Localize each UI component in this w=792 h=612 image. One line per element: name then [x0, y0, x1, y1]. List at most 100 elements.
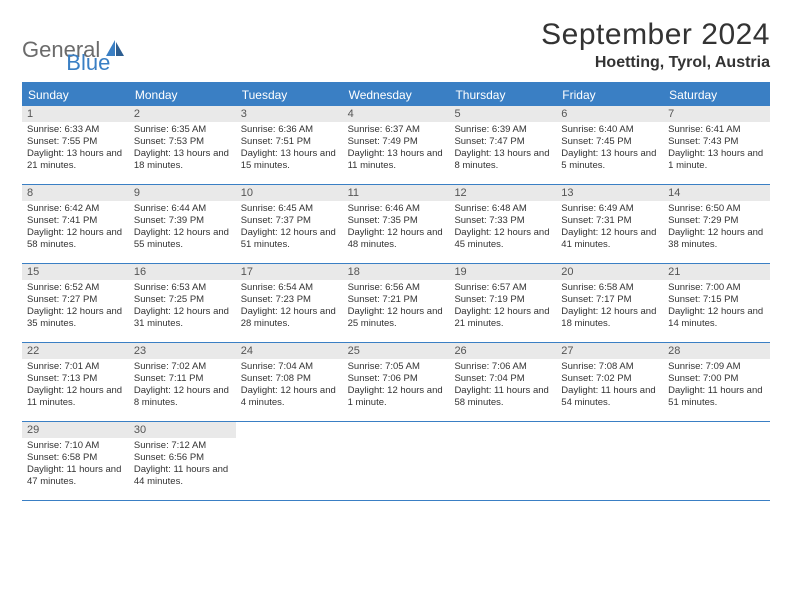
day-cell — [556, 422, 663, 500]
day-cell: 11Sunrise: 6:46 AMSunset: 7:35 PMDayligh… — [343, 185, 450, 263]
sunrise-text: Sunrise: 6:41 AM — [668, 124, 765, 136]
day-body: Sunrise: 6:50 AMSunset: 7:29 PMDaylight:… — [663, 201, 770, 256]
daylight-text: Daylight: 11 hours and 51 minutes. — [668, 385, 765, 409]
sunset-text: Sunset: 7:39 PM — [134, 215, 231, 227]
daylight-text: Daylight: 11 hours and 47 minutes. — [27, 464, 124, 488]
day-cell: 7Sunrise: 6:41 AMSunset: 7:43 PMDaylight… — [663, 106, 770, 184]
daylight-text: Daylight: 12 hours and 18 minutes. — [561, 306, 658, 330]
daylight-text: Daylight: 12 hours and 1 minute. — [348, 385, 445, 409]
day-number: 20 — [556, 264, 663, 280]
day-number: 2 — [129, 106, 236, 122]
day-number: 13 — [556, 185, 663, 201]
sunrise-text: Sunrise: 6:46 AM — [348, 203, 445, 215]
sunset-text: Sunset: 7:15 PM — [668, 294, 765, 306]
logo: General Blue — [22, 18, 110, 76]
sunrise-text: Sunrise: 7:00 AM — [668, 282, 765, 294]
day-cell: 24Sunrise: 7:04 AMSunset: 7:08 PMDayligh… — [236, 343, 343, 421]
sunrise-text: Sunrise: 6:50 AM — [668, 203, 765, 215]
sunrise-text: Sunrise: 7:06 AM — [454, 361, 551, 373]
sunset-text: Sunset: 7:04 PM — [454, 373, 551, 385]
day-body: Sunrise: 7:08 AMSunset: 7:02 PMDaylight:… — [556, 359, 663, 414]
sunrise-text: Sunrise: 7:12 AM — [134, 440, 231, 452]
day-body: Sunrise: 6:37 AMSunset: 7:49 PMDaylight:… — [343, 122, 450, 177]
day-cell: 19Sunrise: 6:57 AMSunset: 7:19 PMDayligh… — [449, 264, 556, 342]
daylight-text: Daylight: 11 hours and 44 minutes. — [134, 464, 231, 488]
month-title: September 2024 — [541, 18, 770, 52]
day-body: Sunrise: 6:57 AMSunset: 7:19 PMDaylight:… — [449, 280, 556, 335]
week-row: 15Sunrise: 6:52 AMSunset: 7:27 PMDayligh… — [22, 264, 770, 343]
daylight-text: Daylight: 12 hours and 55 minutes. — [134, 227, 231, 251]
weekday-label: Friday — [556, 84, 663, 106]
day-body: Sunrise: 7:10 AMSunset: 6:58 PMDaylight:… — [22, 438, 129, 493]
day-cell — [449, 422, 556, 500]
sunrise-text: Sunrise: 6:53 AM — [134, 282, 231, 294]
day-body: Sunrise: 7:09 AMSunset: 7:00 PMDaylight:… — [663, 359, 770, 414]
day-body: Sunrise: 6:40 AMSunset: 7:45 PMDaylight:… — [556, 122, 663, 177]
daylight-text: Daylight: 12 hours and 31 minutes. — [134, 306, 231, 330]
week-row: 22Sunrise: 7:01 AMSunset: 7:13 PMDayligh… — [22, 343, 770, 422]
daylight-text: Daylight: 13 hours and 8 minutes. — [454, 148, 551, 172]
daylight-text: Daylight: 12 hours and 45 minutes. — [454, 227, 551, 251]
day-number: 30 — [129, 422, 236, 438]
day-body: Sunrise: 6:56 AMSunset: 7:21 PMDaylight:… — [343, 280, 450, 335]
day-cell — [343, 422, 450, 500]
sunset-text: Sunset: 6:56 PM — [134, 452, 231, 464]
day-number: 29 — [22, 422, 129, 438]
daylight-text: Daylight: 13 hours and 15 minutes. — [241, 148, 338, 172]
day-number: 17 — [236, 264, 343, 280]
day-body: Sunrise: 6:35 AMSunset: 7:53 PMDaylight:… — [129, 122, 236, 177]
day-number: 21 — [663, 264, 770, 280]
daylight-text: Daylight: 12 hours and 35 minutes. — [27, 306, 124, 330]
day-body: Sunrise: 6:46 AMSunset: 7:35 PMDaylight:… — [343, 201, 450, 256]
day-cell: 5Sunrise: 6:39 AMSunset: 7:47 PMDaylight… — [449, 106, 556, 184]
day-body: Sunrise: 7:01 AMSunset: 7:13 PMDaylight:… — [22, 359, 129, 414]
day-number: 6 — [556, 106, 663, 122]
day-body: Sunrise: 6:53 AMSunset: 7:25 PMDaylight:… — [129, 280, 236, 335]
day-body: Sunrise: 6:58 AMSunset: 7:17 PMDaylight:… — [556, 280, 663, 335]
day-number: 16 — [129, 264, 236, 280]
day-body: Sunrise: 7:12 AMSunset: 6:56 PMDaylight:… — [129, 438, 236, 493]
day-body: Sunrise: 7:02 AMSunset: 7:11 PMDaylight:… — [129, 359, 236, 414]
sunset-text: Sunset: 7:17 PM — [561, 294, 658, 306]
day-number: 7 — [663, 106, 770, 122]
day-number: 1 — [22, 106, 129, 122]
day-number: 28 — [663, 343, 770, 359]
day-cell: 26Sunrise: 7:06 AMSunset: 7:04 PMDayligh… — [449, 343, 556, 421]
sunset-text: Sunset: 7:29 PM — [668, 215, 765, 227]
daylight-text: Daylight: 12 hours and 48 minutes. — [348, 227, 445, 251]
sunrise-text: Sunrise: 6:40 AM — [561, 124, 658, 136]
weekday-label: Thursday — [449, 84, 556, 106]
week-row: 29Sunrise: 7:10 AMSunset: 6:58 PMDayligh… — [22, 422, 770, 501]
day-number: 4 — [343, 106, 450, 122]
daylight-text: Daylight: 12 hours and 11 minutes. — [27, 385, 124, 409]
sunrise-text: Sunrise: 6:44 AM — [134, 203, 231, 215]
calendar: SundayMondayTuesdayWednesdayThursdayFrid… — [22, 82, 770, 501]
sunset-text: Sunset: 7:11 PM — [134, 373, 231, 385]
day-cell — [663, 422, 770, 500]
sunrise-text: Sunrise: 6:58 AM — [561, 282, 658, 294]
day-body: Sunrise: 6:41 AMSunset: 7:43 PMDaylight:… — [663, 122, 770, 177]
location: Hoetting, Tyrol, Austria — [541, 54, 770, 72]
sunset-text: Sunset: 7:33 PM — [454, 215, 551, 227]
sunrise-text: Sunrise: 6:45 AM — [241, 203, 338, 215]
day-body: Sunrise: 6:39 AMSunset: 7:47 PMDaylight:… — [449, 122, 556, 177]
day-body: Sunrise: 6:42 AMSunset: 7:41 PMDaylight:… — [22, 201, 129, 256]
logo-text-blue: Blue — [66, 50, 110, 76]
daylight-text: Daylight: 11 hours and 58 minutes. — [454, 385, 551, 409]
day-cell: 12Sunrise: 6:48 AMSunset: 7:33 PMDayligh… — [449, 185, 556, 263]
day-cell: 14Sunrise: 6:50 AMSunset: 7:29 PMDayligh… — [663, 185, 770, 263]
weekday-label: Wednesday — [343, 84, 450, 106]
sunset-text: Sunset: 7:06 PM — [348, 373, 445, 385]
day-number: 10 — [236, 185, 343, 201]
title-block: September 2024 Hoetting, Tyrol, Austria — [541, 18, 770, 72]
day-number: 22 — [22, 343, 129, 359]
weekday-label: Sunday — [22, 84, 129, 106]
header: General Blue September 2024 Hoetting, Ty… — [22, 18, 770, 76]
sunset-text: Sunset: 7:13 PM — [27, 373, 124, 385]
day-body: Sunrise: 7:05 AMSunset: 7:06 PMDaylight:… — [343, 359, 450, 414]
day-number: 24 — [236, 343, 343, 359]
daylight-text: Daylight: 12 hours and 8 minutes. — [134, 385, 231, 409]
day-number: 27 — [556, 343, 663, 359]
day-cell: 8Sunrise: 6:42 AMSunset: 7:41 PMDaylight… — [22, 185, 129, 263]
sunrise-text: Sunrise: 7:04 AM — [241, 361, 338, 373]
